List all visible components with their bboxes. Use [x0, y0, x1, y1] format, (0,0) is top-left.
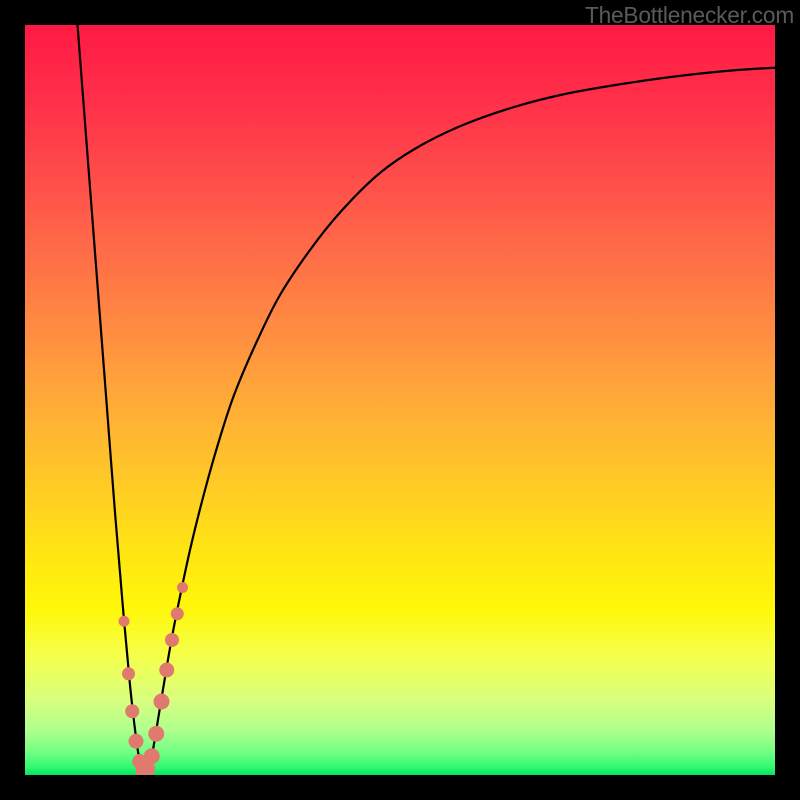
plot-area: [25, 25, 775, 775]
watermark-text: TheBottlenecker.com: [585, 2, 794, 29]
chart-container: TheBottlenecker.com: [0, 0, 800, 800]
gradient-background: [25, 25, 775, 775]
